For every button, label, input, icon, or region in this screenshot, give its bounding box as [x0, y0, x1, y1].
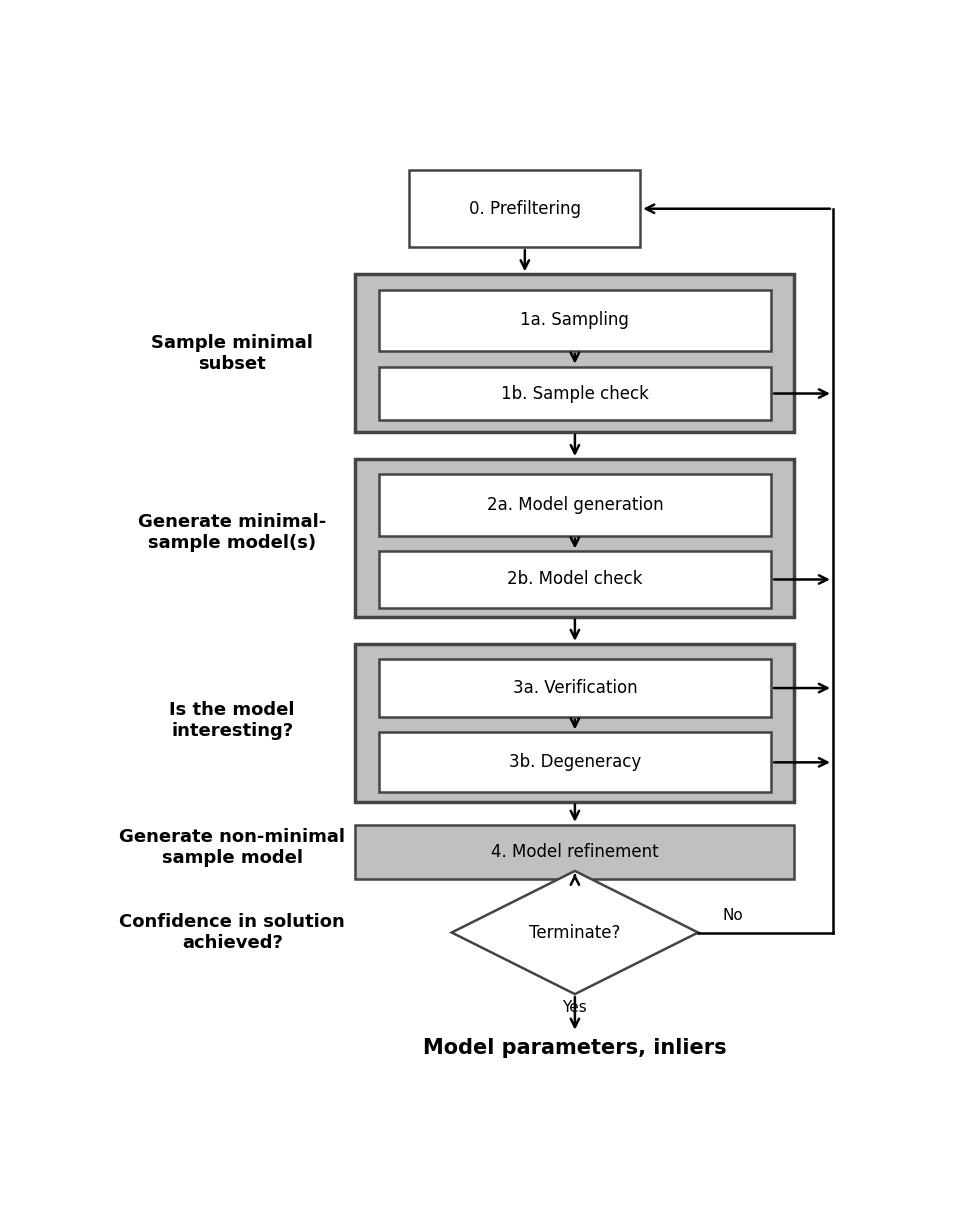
Text: Confidence in solution
achieved?: Confidence in solution achieved? [119, 913, 346, 951]
Text: Sample minimal
subset: Sample minimal subset [151, 333, 313, 373]
FancyBboxPatch shape [355, 644, 794, 802]
FancyBboxPatch shape [355, 825, 794, 879]
Text: 1a. Sampling: 1a. Sampling [520, 311, 630, 330]
Text: 2a. Model generation: 2a. Model generation [487, 497, 664, 514]
Text: 4. Model refinement: 4. Model refinement [491, 842, 659, 861]
Text: 3a. Verification: 3a. Verification [512, 679, 637, 698]
Text: No: No [722, 908, 743, 923]
Text: Terminate?: Terminate? [529, 923, 621, 942]
Text: Generate non-minimal
sample model: Generate non-minimal sample model [119, 829, 346, 867]
FancyBboxPatch shape [379, 552, 771, 608]
FancyBboxPatch shape [379, 732, 771, 792]
Text: Model parameters, inliers: Model parameters, inliers [423, 1038, 727, 1058]
Text: Is the model
interesting?: Is the model interesting? [170, 701, 295, 741]
Polygon shape [452, 870, 698, 994]
FancyBboxPatch shape [379, 660, 771, 717]
Text: 3b. Degeneracy: 3b. Degeneracy [508, 753, 641, 771]
Text: 1b. Sample check: 1b. Sample check [501, 385, 649, 402]
Text: 2b. Model check: 2b. Model check [508, 570, 642, 588]
Text: 0. Prefiltering: 0. Prefiltering [468, 200, 581, 218]
FancyBboxPatch shape [379, 289, 771, 351]
Text: Yes: Yes [562, 1000, 588, 1015]
FancyBboxPatch shape [355, 275, 794, 432]
FancyBboxPatch shape [355, 459, 794, 617]
FancyBboxPatch shape [409, 170, 640, 248]
Text: Generate minimal-
sample model(s): Generate minimal- sample model(s) [139, 512, 326, 552]
FancyBboxPatch shape [379, 367, 771, 421]
FancyBboxPatch shape [379, 474, 771, 536]
